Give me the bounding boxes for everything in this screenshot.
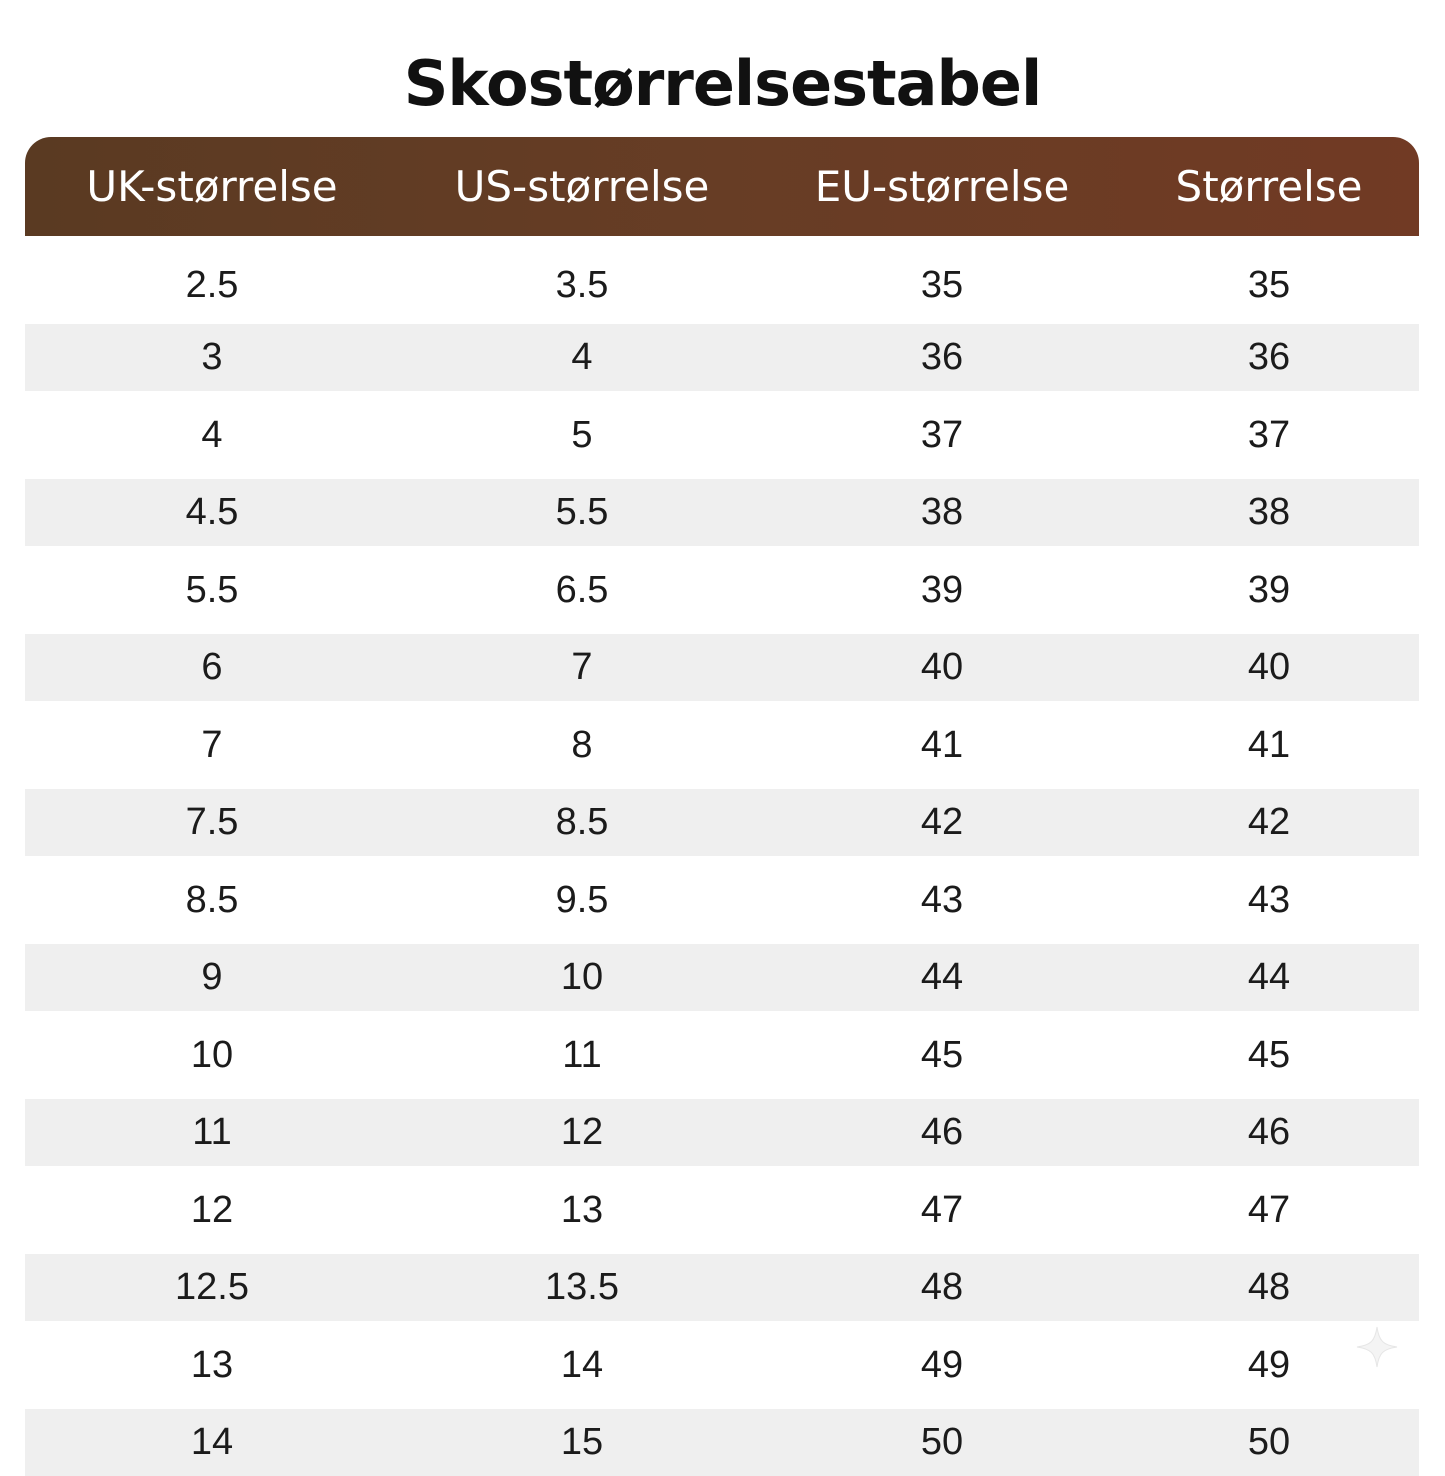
cell-uk: 11 — [192, 1111, 232, 1153]
cell-us: 12 — [560, 1111, 604, 1153]
cell-us: 4 — [571, 336, 593, 378]
table-header: UK-størrelse US-størrelse EU-størrelse S… — [25, 137, 1419, 236]
cell-us: 8.5 — [555, 801, 609, 843]
cell-eu: 39 — [920, 568, 964, 611]
cell-eu: 50 — [920, 1421, 964, 1463]
table-row: 8.5 9.5 43 43 — [25, 856, 1419, 944]
cell-us: 7 — [571, 646, 593, 688]
cell-eu: 48 — [920, 1266, 964, 1308]
cell-uk: 6 — [201, 646, 223, 688]
cell-size: 44 — [1247, 956, 1291, 998]
cell-size: 40 — [1247, 646, 1291, 688]
cell-size: 39 — [1247, 568, 1291, 611]
cell-uk: 12 — [190, 1188, 234, 1231]
cell-us: 10 — [560, 956, 604, 998]
cell-us: 11 — [562, 1033, 602, 1076]
cell-us: 13 — [560, 1188, 604, 1231]
cell-uk: 7.5 — [185, 801, 239, 843]
cell-size: 47 — [1247, 1188, 1291, 1231]
table-row: 12 13 47 47 — [25, 1166, 1419, 1254]
cell-us: 15 — [560, 1421, 604, 1463]
table-row: 4 5 37 37 — [25, 391, 1419, 479]
cell-eu: 44 — [920, 956, 964, 998]
page-title: Skostørrelsestabel — [403, 47, 1042, 120]
cell-uk: 12.5 — [175, 1266, 249, 1308]
cell-eu: 42 — [920, 801, 964, 843]
cell-us: 14 — [560, 1343, 604, 1386]
cell-us: 9.5 — [555, 878, 609, 921]
cell-uk: 10 — [190, 1033, 234, 1076]
cell-size: 37 — [1247, 413, 1291, 456]
cell-us: 5 — [571, 413, 593, 456]
table-row: 12.5 13.5 48 48 — [25, 1254, 1419, 1321]
cell-eu: 46 — [920, 1111, 964, 1153]
cell-uk: 13 — [190, 1343, 234, 1386]
cell-size: 42 — [1247, 801, 1291, 843]
cell-uk: 14 — [190, 1421, 234, 1463]
cell-eu: 45 — [920, 1033, 964, 1076]
cell-eu: 43 — [920, 878, 964, 921]
cell-size: 38 — [1247, 491, 1291, 533]
cell-us: 5.5 — [555, 491, 609, 533]
header-eu-size: EU-størrelse — [814, 162, 1070, 211]
cell-uk: 9 — [201, 956, 223, 998]
cell-eu: 49 — [920, 1343, 964, 1386]
cell-size: 41 — [1247, 723, 1291, 766]
header-uk-size: UK-størrelse — [86, 162, 338, 211]
table-row: 7 8 41 41 — [25, 701, 1419, 789]
cell-eu: 36 — [920, 336, 964, 378]
sparkle-icon — [1356, 1326, 1398, 1368]
cell-size: 48 — [1247, 1266, 1291, 1308]
table-row: 9 10 44 44 — [25, 944, 1419, 1011]
table-body: 2.5 3.5 35 35 3 4 36 36 4 5 37 37 4.5 5.5 38 38 5.5 6.5 39… — [25, 236, 1419, 1476]
table-row: 3 4 36 36 — [25, 324, 1419, 391]
cell-us: 13.5 — [545, 1266, 619, 1308]
table-row: 7.5 8.5 42 42 — [25, 789, 1419, 856]
cell-size: 36 — [1247, 336, 1291, 378]
table-row: 11 12 46 46 — [25, 1099, 1419, 1166]
cell-uk: 2.5 — [185, 263, 239, 306]
cell-size: 45 — [1247, 1033, 1291, 1076]
table-row: 14 15 50 50 — [25, 1409, 1419, 1476]
cell-uk: 7 — [201, 723, 223, 766]
cell-uk: 3 — [201, 336, 223, 378]
cell-uk: 5.5 — [185, 568, 239, 611]
table-row: 5.5 6.5 39 39 — [25, 546, 1419, 634]
cell-us: 8 — [571, 723, 593, 766]
table-row: 4.5 5.5 38 38 — [25, 479, 1419, 546]
header-size: Størrelse — [1175, 162, 1363, 211]
cell-uk: 4.5 — [185, 491, 239, 533]
cell-size: 50 — [1247, 1421, 1291, 1463]
table-row: 6 7 40 40 — [25, 634, 1419, 701]
table-row: 2.5 3.5 35 35 — [25, 236, 1419, 324]
cell-size: 35 — [1247, 263, 1291, 306]
cell-size: 49 — [1247, 1343, 1291, 1386]
table-row: 10 11 45 45 — [25, 1011, 1419, 1099]
cell-eu: 40 — [920, 646, 964, 688]
cell-size: 43 — [1247, 878, 1291, 921]
cell-uk: 8.5 — [185, 878, 239, 921]
header-us-size: US-størrelse — [454, 162, 710, 211]
cell-us: 3.5 — [555, 263, 609, 306]
cell-uk: 4 — [201, 413, 223, 456]
cell-eu: 35 — [920, 263, 964, 306]
table-row: 13 14 49 49 — [25, 1321, 1419, 1409]
cell-eu: 41 — [920, 723, 964, 766]
cell-eu: 47 — [920, 1188, 964, 1231]
size-table: UK-størrelse US-størrelse EU-størrelse S… — [25, 137, 1419, 1476]
cell-us: 6.5 — [555, 568, 609, 611]
cell-size: 46 — [1247, 1111, 1291, 1153]
cell-eu: 38 — [920, 491, 964, 533]
cell-eu: 37 — [920, 413, 964, 456]
